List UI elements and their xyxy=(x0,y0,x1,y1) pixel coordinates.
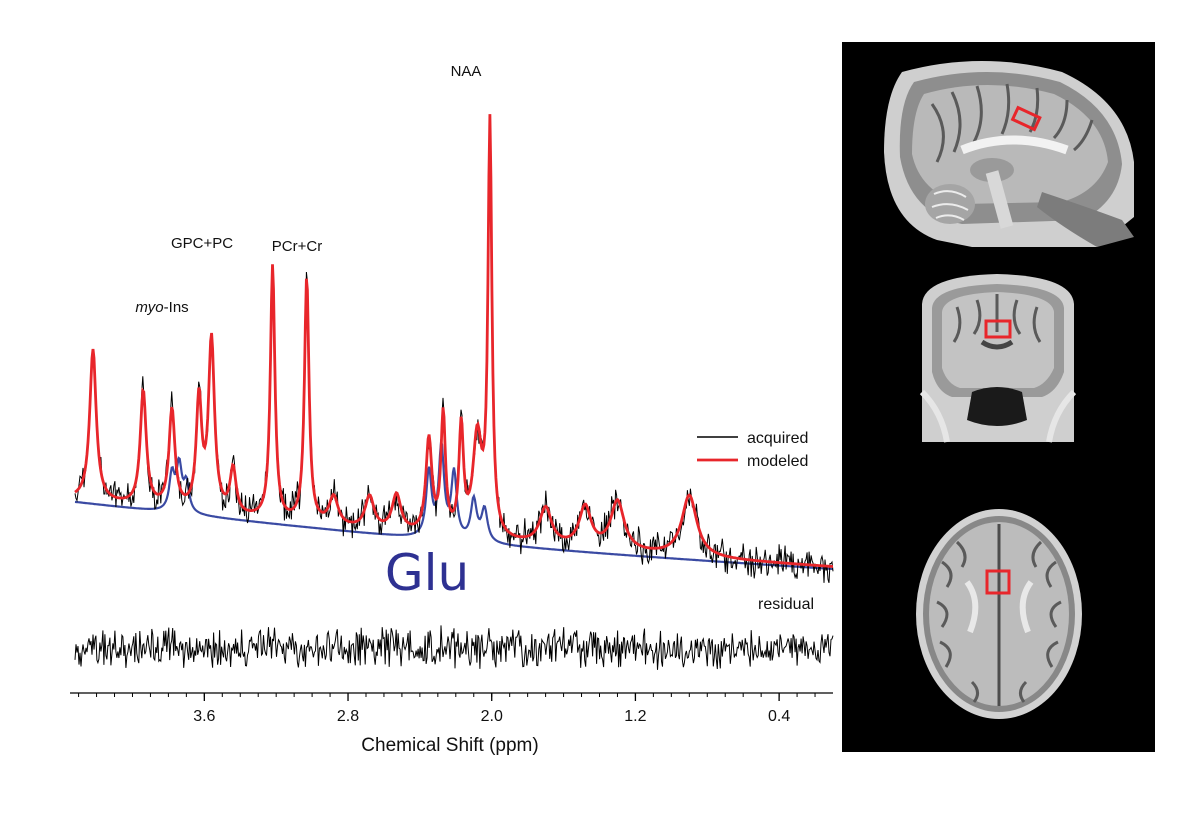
series-glu-line xyxy=(74,439,834,571)
x-tick-label: 0.4 xyxy=(768,708,790,725)
x-tick-label: 1.2 xyxy=(624,708,646,725)
mri-sagittal-view xyxy=(884,61,1134,247)
x-tick-label: 2.0 xyxy=(481,708,503,725)
legend-modeled-label: modeled xyxy=(747,453,808,470)
voxel-box-axial xyxy=(985,569,1011,595)
peak-label-pcr-cr: PCr+Cr xyxy=(272,238,322,255)
mri-coronal-view xyxy=(919,274,1077,443)
peak-label-naa: NAA xyxy=(451,63,482,80)
glu-label: Glu xyxy=(385,544,469,602)
series-modeled-line xyxy=(74,114,833,568)
mri-axial-view xyxy=(916,509,1082,719)
series-acquired-line xyxy=(74,129,834,583)
mri-images xyxy=(884,61,1134,719)
legend-acquired-label: acquired xyxy=(747,430,808,447)
voxel-box-coronal xyxy=(984,319,1012,339)
voxel-box-sagittal xyxy=(1010,105,1042,132)
legend: acquired modeled xyxy=(697,430,808,470)
peak-label-gpc-pc: GPC+PC xyxy=(171,235,233,252)
residual-label: residual xyxy=(758,596,814,613)
x-axis-title: Chemical Shift (ppm) xyxy=(361,735,538,756)
x-axis: 3.6 2.8 2.0 1.2 0.4 xyxy=(70,692,833,725)
peak-label-myo-prefix: myo xyxy=(135,299,163,316)
residual-line xyxy=(74,625,834,670)
peak-label-ins-suffix: -Ins xyxy=(164,299,189,316)
spectrum-chart: NAA PCr+Cr GPC+PC myo-Ins Glu acquired m… xyxy=(70,63,834,756)
x-tick-label: 3.6 xyxy=(193,708,215,725)
mri-localizer-panel xyxy=(842,42,1155,752)
peak-label-myo-ins: myo-Ins xyxy=(135,299,188,316)
x-axis-major-ticks: 3.6 2.8 2.0 1.2 0.4 xyxy=(193,693,790,725)
x-tick-label: 2.8 xyxy=(337,708,359,725)
